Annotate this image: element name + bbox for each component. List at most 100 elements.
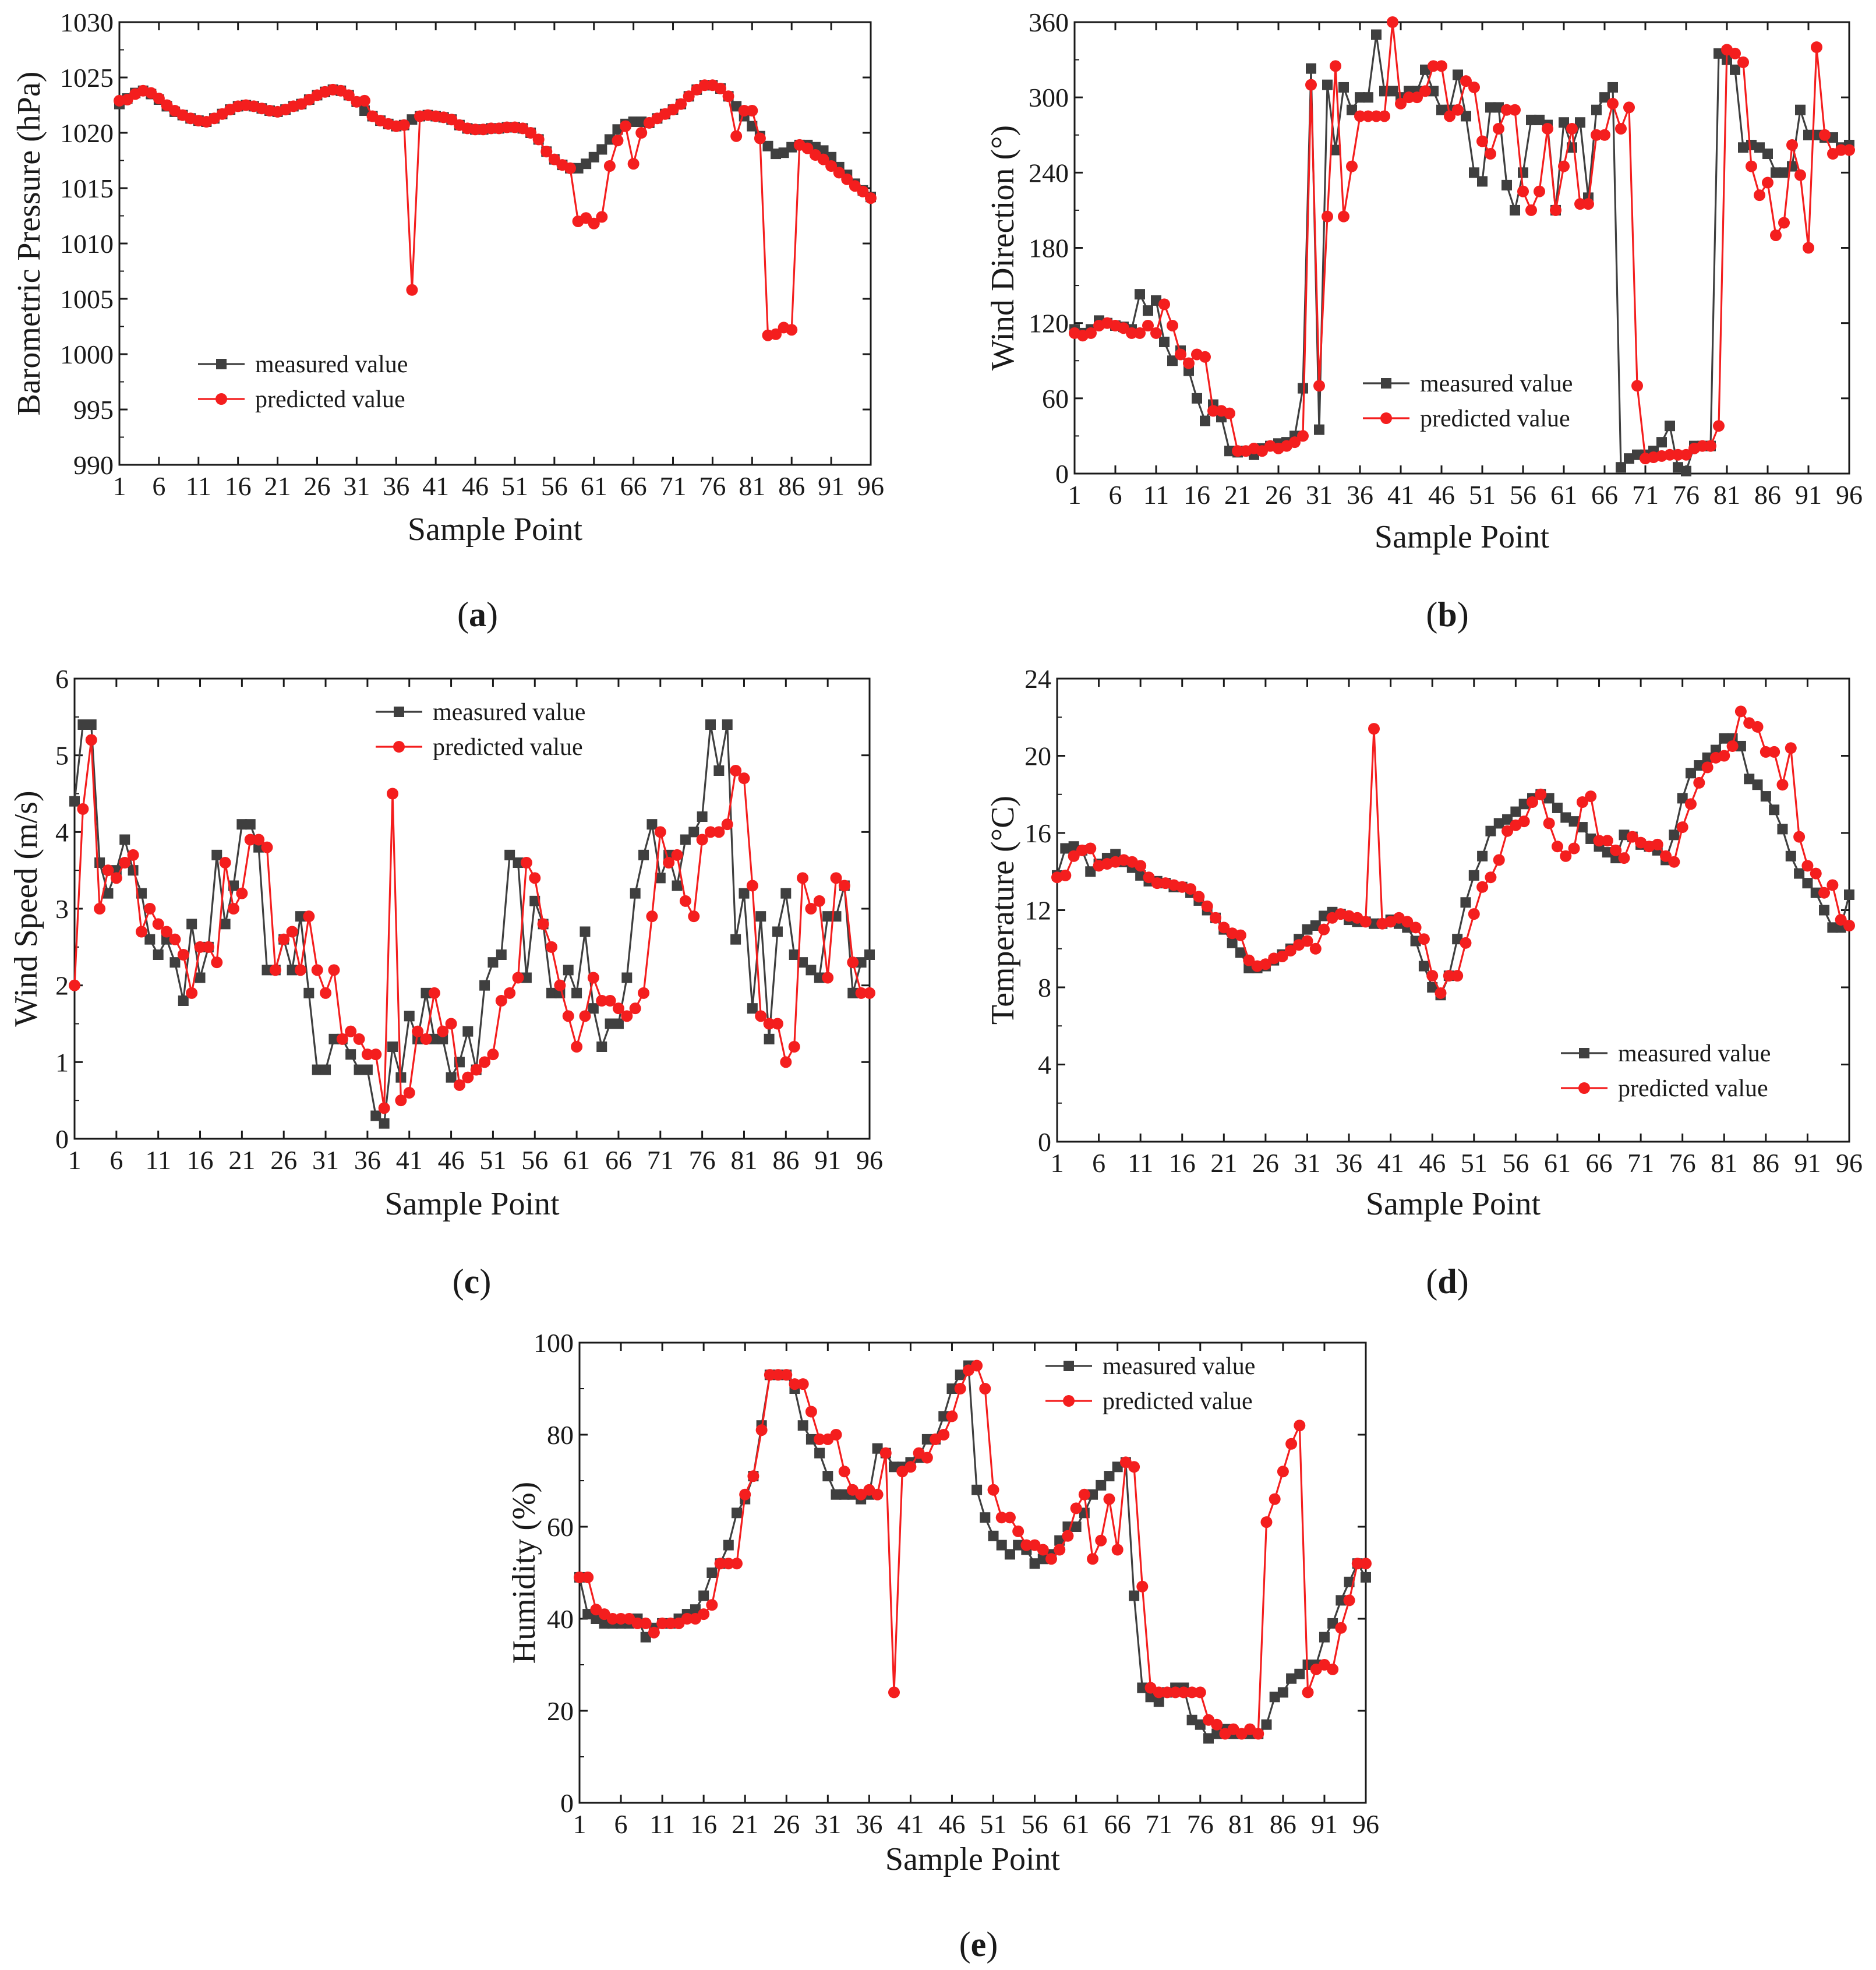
predicted-point xyxy=(1534,185,1545,197)
measured-point xyxy=(1192,393,1202,404)
predicted-point xyxy=(1387,16,1398,28)
y-tick-label: 40 xyxy=(547,1604,574,1634)
measured-point xyxy=(1468,870,1479,881)
x-tick-label: 1 xyxy=(113,471,126,501)
y-tick-label: 0 xyxy=(1055,459,1069,489)
legend-marker-square xyxy=(1064,1361,1074,1371)
predicted-point xyxy=(683,90,695,103)
measured-point xyxy=(747,121,758,132)
predicted-point xyxy=(714,1558,726,1570)
predicted-point xyxy=(1269,1493,1281,1505)
predicted-point xyxy=(1327,1663,1339,1675)
predicted-point xyxy=(479,1056,491,1068)
measured-point xyxy=(1361,1572,1371,1583)
measured-point xyxy=(529,895,540,906)
x-tick-label: 6 xyxy=(614,1809,628,1839)
measured-point xyxy=(1802,878,1813,889)
predicted-point xyxy=(529,872,541,884)
legend-marker-square xyxy=(394,707,404,717)
predicted-point xyxy=(797,1378,809,1390)
predicted-point xyxy=(1485,871,1497,884)
measured-point xyxy=(1599,92,1610,103)
x-tick-label: 26 xyxy=(270,1145,297,1175)
measured-point xyxy=(814,972,825,983)
measured-point xyxy=(1760,791,1771,802)
measured-point xyxy=(1355,92,1365,103)
predicted-point xyxy=(1243,954,1255,966)
measured-point xyxy=(1319,1632,1330,1643)
measured-point xyxy=(772,926,783,937)
measured-point xyxy=(1428,86,1439,97)
x-axis-label: Sample Point xyxy=(885,1841,1061,1877)
predicted-point xyxy=(1793,831,1806,843)
measured-point xyxy=(404,1011,415,1022)
measured-point xyxy=(1453,69,1463,80)
measured-point xyxy=(588,151,599,163)
measured-point xyxy=(1037,1554,1048,1565)
predicted-point xyxy=(864,987,875,999)
predicted-point xyxy=(1234,929,1246,941)
measured-point xyxy=(571,987,582,998)
y-tick-label: 1 xyxy=(55,1047,69,1077)
measured-point xyxy=(1087,1489,1098,1500)
x-tick-label: 71 xyxy=(647,1145,674,1175)
predicted-point xyxy=(342,89,355,101)
predicted-point xyxy=(638,987,650,999)
y-tick-label: 990 xyxy=(73,450,114,480)
predicted-point xyxy=(822,972,834,984)
measured-point xyxy=(1665,421,1675,432)
predicted-point xyxy=(1207,405,1219,417)
predicted-point xyxy=(398,119,410,131)
measured-point xyxy=(1427,982,1438,993)
x-tick-label: 21 xyxy=(1210,1148,1237,1178)
predicted-point xyxy=(1059,869,1072,881)
legend-marker-square xyxy=(1381,378,1391,389)
measured-point xyxy=(153,949,164,960)
predicted-point xyxy=(814,1433,826,1445)
predicted-point xyxy=(186,987,198,999)
predicted-point xyxy=(453,1079,465,1091)
predicted-point xyxy=(1330,60,1341,72)
predicted-point xyxy=(1623,101,1635,114)
predicted-point xyxy=(336,1033,348,1045)
predicted-point xyxy=(615,1613,627,1625)
x-tick-label: 51 xyxy=(501,471,528,501)
predicted-point xyxy=(1252,1728,1264,1740)
measured-point xyxy=(262,965,273,976)
measured-point xyxy=(732,1507,742,1519)
predicted-point xyxy=(1509,104,1521,116)
measured-point xyxy=(588,1003,599,1014)
predicted-point xyxy=(1701,761,1714,774)
measured-point xyxy=(599,1618,610,1629)
predicted-point xyxy=(1574,198,1586,210)
measured-point xyxy=(295,911,306,922)
predicted-point xyxy=(564,162,576,174)
measured-point xyxy=(86,719,97,730)
predicted-point xyxy=(1685,798,1697,810)
predicted-point xyxy=(353,1033,365,1045)
measured-point xyxy=(1803,129,1814,140)
measured-point xyxy=(320,1064,331,1075)
legend-marker-circle xyxy=(1578,1082,1590,1094)
x-tick-label: 96 xyxy=(856,1145,883,1175)
predicted-point xyxy=(946,1410,958,1422)
measured-point xyxy=(971,1484,983,1495)
predicted-point xyxy=(1576,796,1588,808)
predicted-point xyxy=(1778,217,1790,229)
measured-point xyxy=(771,149,782,160)
predicted-point xyxy=(177,949,189,961)
predicted-point xyxy=(805,1406,817,1418)
measured-point xyxy=(359,105,370,116)
predicted-point xyxy=(1582,198,1594,210)
predicted-point xyxy=(1729,47,1741,59)
predicted-point xyxy=(1322,210,1333,223)
measured-point xyxy=(1203,1733,1214,1744)
predicted-point xyxy=(817,153,829,165)
predicted-point xyxy=(654,826,666,838)
measured-point xyxy=(421,987,432,998)
x-tick-label: 61 xyxy=(563,1145,590,1175)
measured-point xyxy=(1068,841,1079,852)
predicted-point xyxy=(1354,110,1366,122)
x-tick-label: 16 xyxy=(187,1145,214,1175)
predicted-point xyxy=(713,826,725,838)
